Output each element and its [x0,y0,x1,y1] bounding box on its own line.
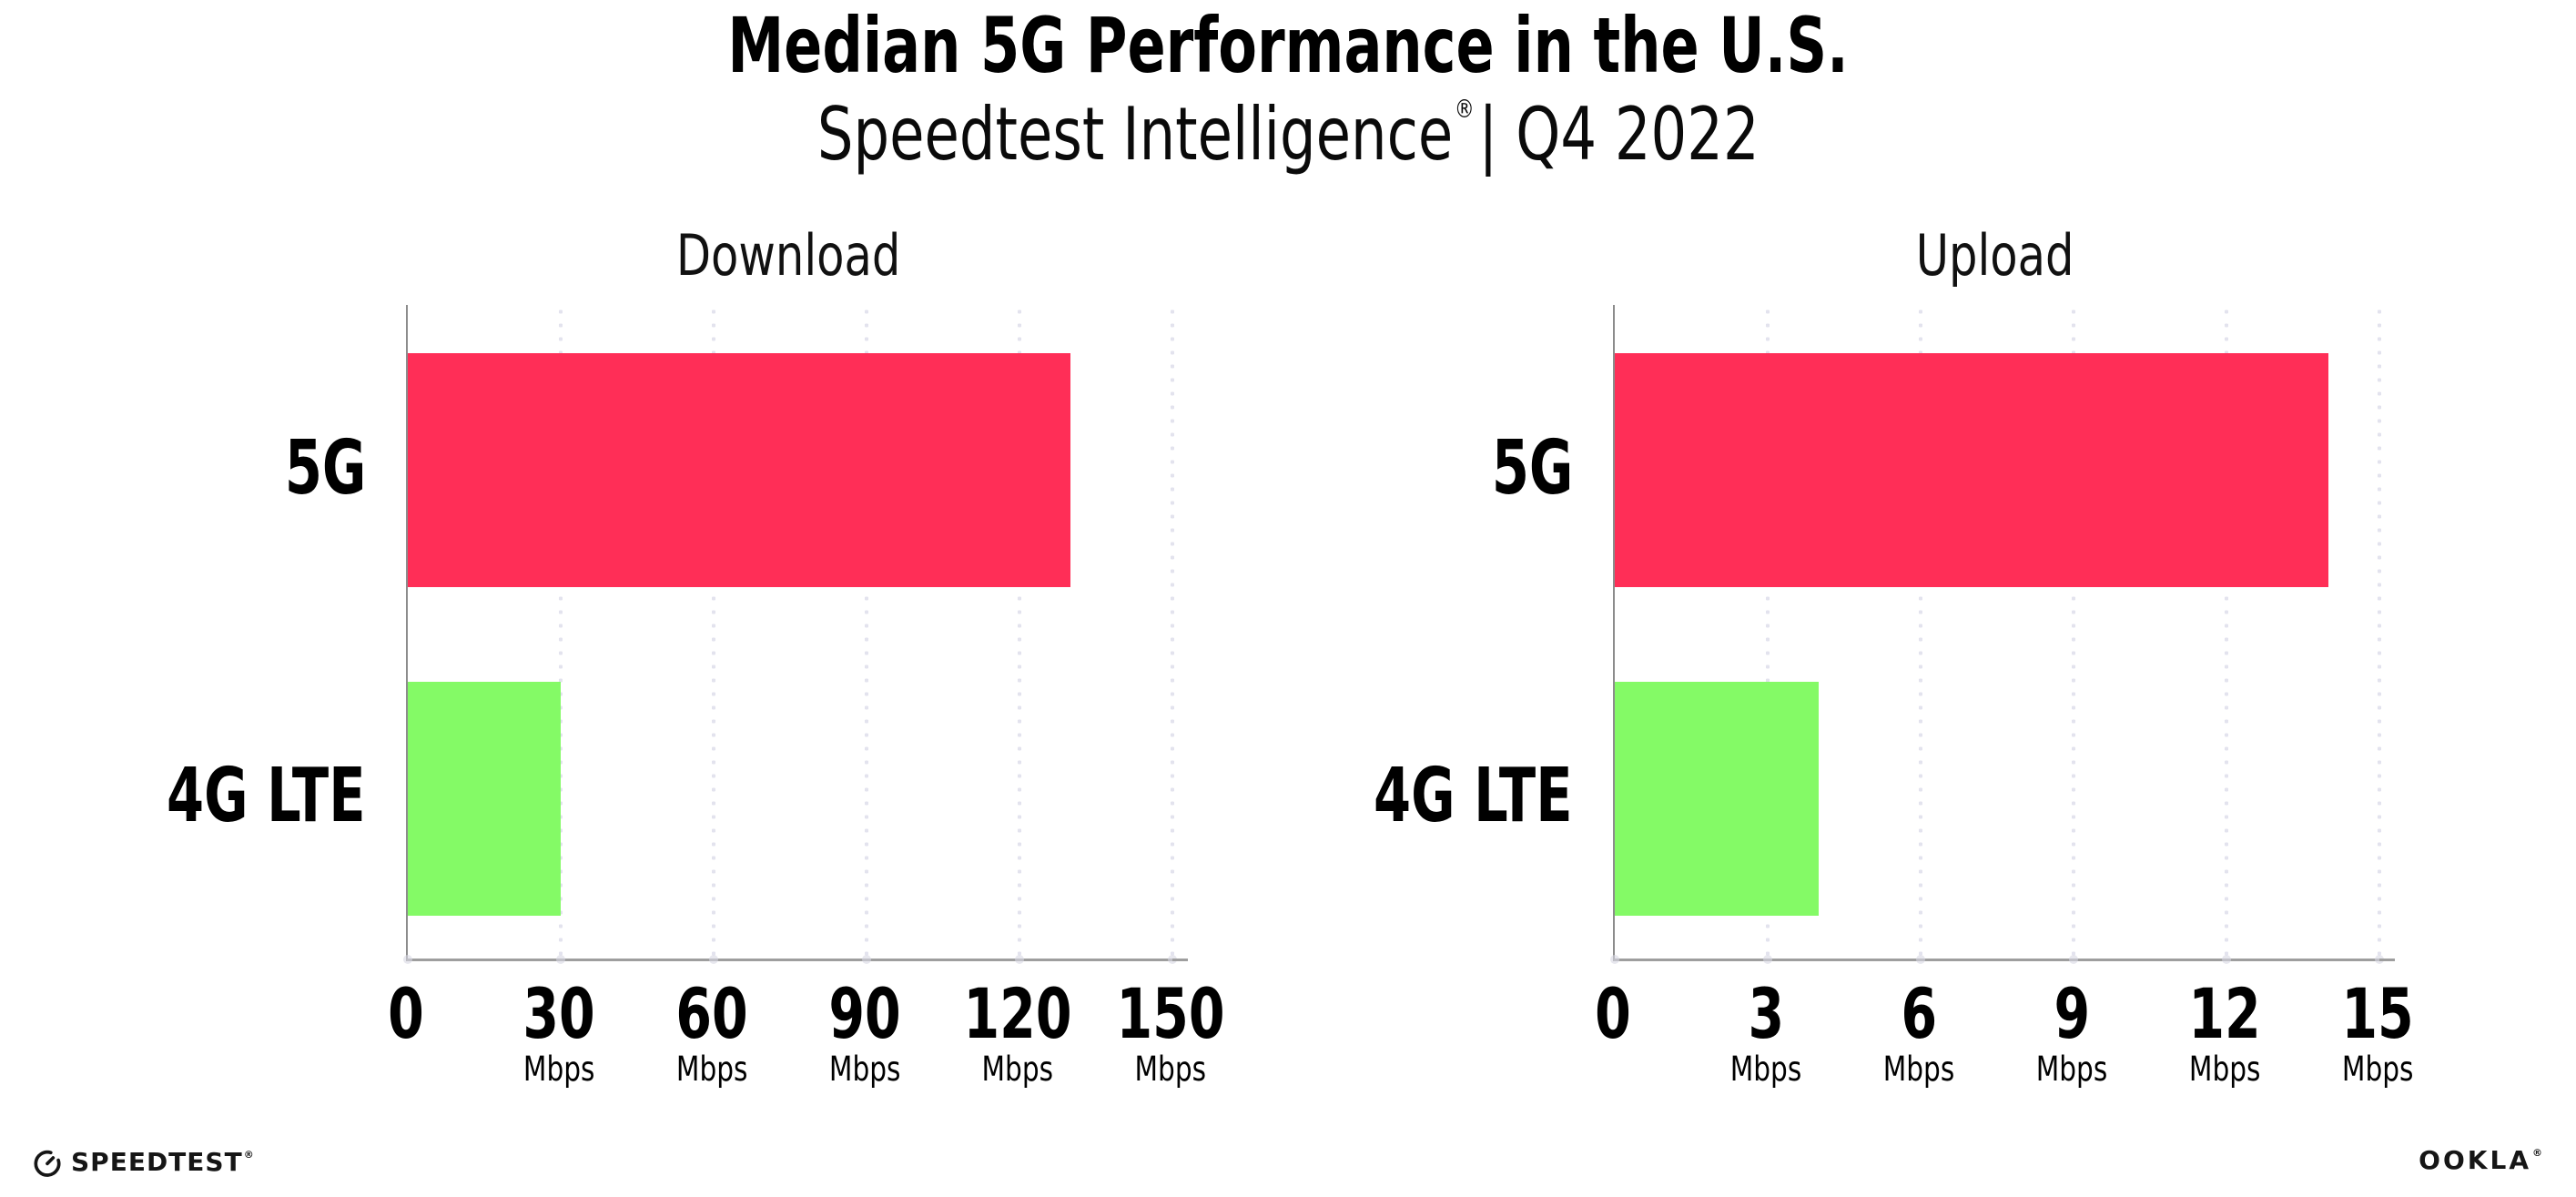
speedtest-logo: SPEEDTEST® [33,1148,255,1177]
x-tick: 120 Mbps [946,978,1090,1089]
x-tick: 150 Mbps [1099,978,1243,1089]
axis-tick-dot [556,955,565,964]
page-title: Median 5G Performance in the U.S. [0,5,2576,86]
x-tick: 60 Mbps [664,978,760,1089]
x-tick-unit: Mbps [828,1050,901,1089]
x-tick-value: 90 [828,973,901,1054]
x-tick: 90 Mbps [816,978,913,1089]
category-axis: 5G 4G LTE [1216,222,1573,1141]
x-tick-unit: Mbps [2188,1050,2261,1089]
axis-tick-dot [1168,955,1177,964]
gridline [864,305,869,959]
ookla-registered-mark: ® [2532,1147,2545,1159]
chart-title: Upload [1916,222,2074,289]
page-title-text: Median 5G Performance in the U.S. [727,1,1849,90]
bar-4g-lte [408,682,561,917]
axis-tick-dot [709,955,718,964]
registered-mark: ® [1454,94,1475,124]
category-label: 4G LTE [1374,753,1573,839]
axis-tick-dot [1610,955,1619,964]
x-tick-value: 9 [2054,973,2090,1054]
gridline [1918,305,1923,959]
axis-tick-dot [2222,955,2231,964]
gridline [1765,305,1770,959]
download-chart: Download 5G 4G LTE 0 30 Mbps 60 Mbps 90 Mbps 120… [9,222,1224,1141]
axis-tick-dot [1763,955,1772,964]
x-tick-value: 0 [388,973,424,1054]
x-tick-unit: Mbps [981,1050,1054,1089]
x-tick-value: 30 [522,973,595,1054]
gridline [558,305,563,959]
gridline [1017,305,1022,959]
subtitle-brand: Speedtest Intelligence [816,92,1453,177]
x-tick-value: 3 [1748,973,1784,1054]
upload-chart: Upload 5G 4G LTE 0 3 Mbps 6 Mbps 9 Mbps 12 Mbps 15… [1216,222,2416,1141]
x-tick-unit: Mbps [1729,1050,1802,1089]
x-tick: 12 Mbps [2176,978,2273,1089]
x-tick-value: 60 [675,973,748,1054]
category-label: 5G [284,425,366,512]
gridline [2377,305,2382,959]
x-tick: 0 [1589,978,1638,1050]
category-label: 5G [1491,425,1573,512]
x-tick-value: 12 [2188,973,2261,1054]
x-tick-unit: Mbps [522,1050,595,1089]
x-tick: 6 Mbps [1874,978,1963,1089]
speedtest-gauge-icon [34,1150,61,1177]
plot-area [1610,305,2395,964]
speedtest-wordmark: SPEEDTEST® [71,1147,255,1177]
gridline [1170,305,1175,959]
subtitle-period: | Q4 2022 [1478,92,1760,177]
page-subtitle: Speedtest Intelligence®| Q4 2022 [0,95,2576,175]
x-tick: 9 Mbps [2027,978,2116,1089]
ookla-wordmark: OOKLA [2419,1145,2531,1175]
bar-5g [1615,353,2328,588]
axis-tick-dot [2069,955,2078,964]
x-tick: 30 Mbps [511,978,607,1089]
x-tick: 3 Mbps [1721,978,1810,1089]
axis-tick-dot [403,955,412,964]
speedtest-registered-mark: ® [243,1149,255,1161]
x-tick-unit: Mbps [1882,1050,1955,1089]
ookla-logo: OOKLA® [2419,1148,2545,1173]
x-tick-value: 150 [1116,973,1225,1054]
axis-tick-dot [1916,955,1925,964]
chart-title: Download [675,222,901,289]
bar-4g-lte [1615,682,1819,917]
page-subtitle-text: Speedtest Intelligence®| Q4 2022 [817,95,1760,175]
axis-tick-dot [2375,955,2384,964]
category-axis: 5G 4G LTE [9,222,366,1141]
axis-tick-dot [862,955,871,964]
category-label: 4G LTE [167,753,366,839]
x-axis-ticks: 0 3 Mbps 6 Mbps 9 Mbps 12 Mbps 15 Mbps [1595,978,2413,1141]
gridline [2224,305,2229,959]
plot-area [403,305,1188,964]
x-tick: 15 Mbps [2329,978,2426,1089]
x-tick-value: 15 [2341,973,2414,1054]
x-tick-unit: Mbps [1134,1050,1207,1089]
axis-tick-dot [1015,955,1024,964]
gridline [711,305,716,959]
x-tick-unit: Mbps [675,1050,748,1089]
x-tick-unit: Mbps [2341,1050,2414,1089]
x-tick-value: 120 [963,973,1072,1054]
x-tick-value: 0 [1595,973,1631,1054]
x-tick-unit: Mbps [2035,1050,2108,1089]
x-tick: 0 [382,978,431,1050]
x-axis-ticks: 0 30 Mbps 60 Mbps 90 Mbps 120 Mbps 150 Mbps [388,978,1224,1141]
gridline [2071,305,2076,959]
bar-5g [408,353,1070,588]
x-tick-value: 6 [1901,973,1937,1054]
